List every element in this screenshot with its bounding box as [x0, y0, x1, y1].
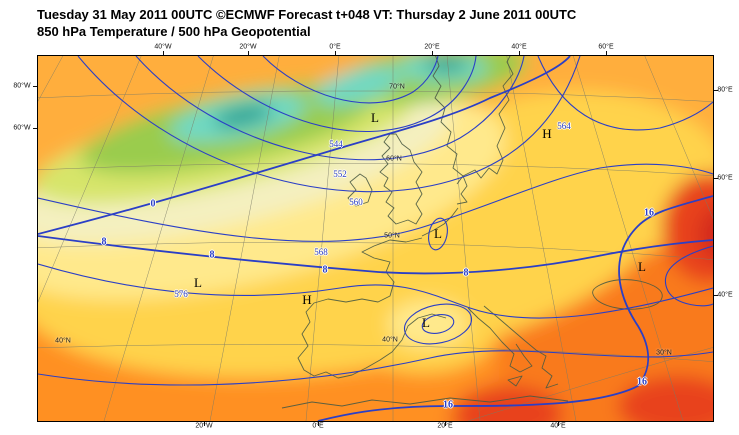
chart-title-line2: 850 hPa Temperature / 500 hPa Geopotenti… — [37, 24, 311, 39]
chart-title-line1: Tuesday 31 May 2011 00UTC ©ECMWF Forecas… — [37, 7, 577, 22]
graticule-tick — [714, 295, 718, 296]
geopotential-contours — [38, 56, 713, 386]
frame-label-bottom: 20°E — [437, 422, 453, 430]
graticule-tick — [318, 422, 319, 426]
frame-label-right: 80°E — [717, 86, 733, 94]
graticule-tick — [445, 422, 446, 426]
frame-label-right: 40°E — [717, 291, 733, 299]
frame-label-left: 60°W — [13, 124, 31, 132]
frame-label-top: 40°W — [154, 43, 172, 51]
graticule — [38, 56, 713, 421]
map-canvas — [38, 56, 713, 421]
frame-label-bottom: 20°W — [195, 422, 213, 430]
chart-header: Tuesday 31 May 2011 00UTC ©ECMWF Forecas… — [37, 6, 576, 40]
graticule-tick — [714, 90, 718, 91]
forecast-map: 70°N 60°N 50°N 40°N 40°N 30°N 544 552 560 564 568 5… — [37, 55, 714, 422]
graticule-tick — [558, 422, 559, 426]
graticule-tick — [204, 422, 205, 426]
frame-label-top: 20°E — [424, 43, 440, 51]
frame-label-top: 60°E — [598, 43, 614, 51]
coastlines — [281, 56, 663, 409]
frame-label-bottom: 40°E — [550, 422, 566, 430]
frame-label-right: 60°E — [717, 174, 733, 182]
frame-label-top: 0°E — [329, 43, 341, 51]
frame-label-top: 20°W — [239, 43, 257, 51]
temperature-shading — [38, 56, 713, 421]
frame-label-bottom: 0°E — [312, 422, 324, 430]
frame-label-left: 80°W — [13, 82, 31, 90]
temperature-contours — [38, 56, 713, 421]
frame-label-top: 40°E — [511, 43, 527, 51]
graticule-tick — [714, 178, 718, 179]
